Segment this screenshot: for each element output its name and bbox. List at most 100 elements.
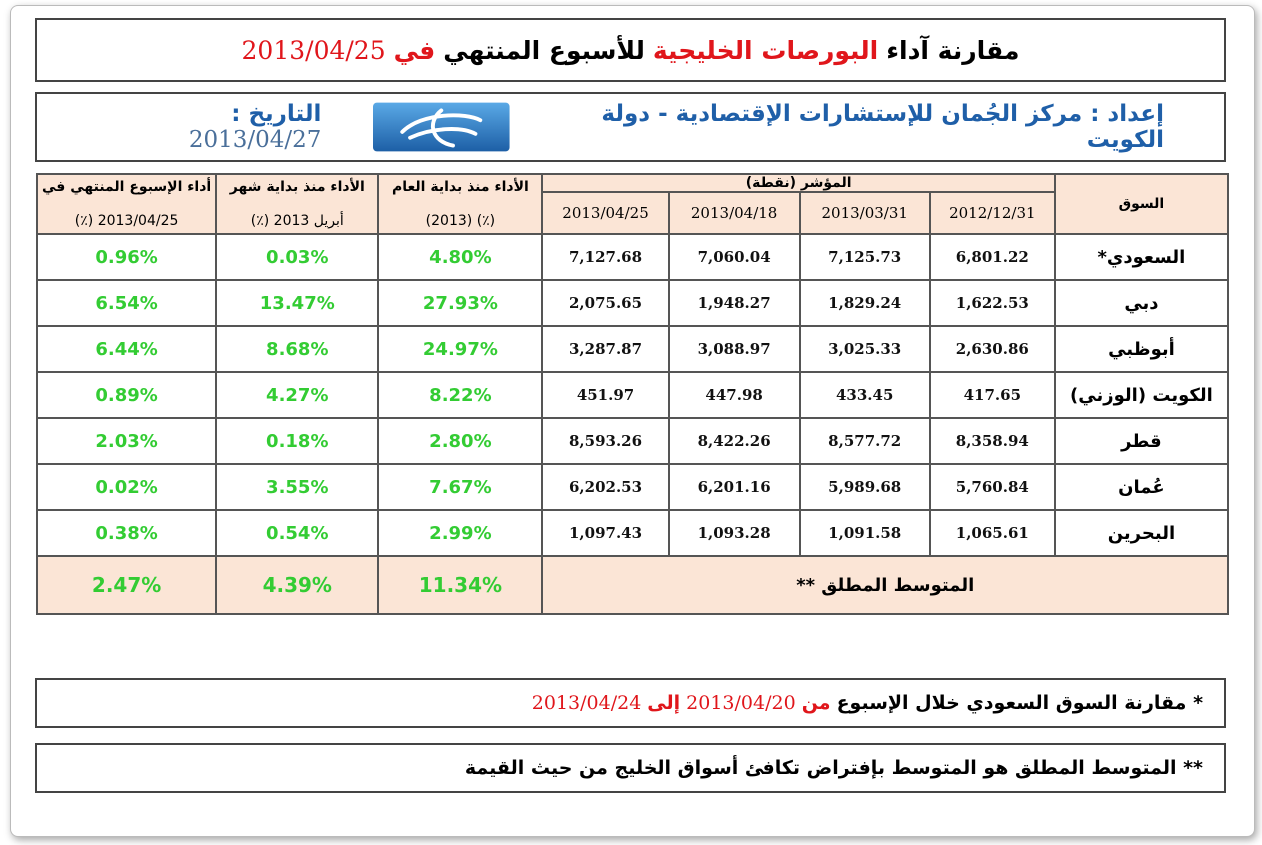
market-name: الكويت (الوزني) <box>1053 371 1230 419</box>
performance-value: 0.54% <box>215 509 380 557</box>
performance-value: 6.44% <box>35 325 218 373</box>
index-value: 2,630.86 <box>928 325 1056 373</box>
date-header: 2013/04/25 <box>541 191 670 235</box>
date-header: 2012/12/31 <box>928 191 1056 235</box>
market-name: دبي <box>1053 279 1230 327</box>
performance-value: 13.47% <box>215 279 380 327</box>
title-part: 2013/04/25 <box>241 35 386 65</box>
header-line: الأداء منذ بداية شهر <box>229 179 365 195</box>
note: ** المتوسط المطلق هو المتوسط بإفتراض تكا… <box>35 743 1226 793</box>
performance-value: 8.68% <box>215 325 380 373</box>
index-value: 8,593.26 <box>541 417 670 465</box>
performance-value: 0.02% <box>35 463 218 511</box>
header-line: أبريل 2013 (٪) <box>250 213 344 229</box>
info-box: إعداد : مركز الجُمان للإستشارات الإقتصاد… <box>35 92 1226 162</box>
performance-value: 0.96% <box>35 233 218 281</box>
data-row: الكويت (الوزني) 417.65 433.45 447.98 451.97 8… <box>35 371 1230 419</box>
index-value: 1,097.43 <box>541 509 670 557</box>
market-name: عُمان <box>1053 463 1230 511</box>
performance-value: 6.54% <box>35 279 218 327</box>
performance-value: 0.89% <box>35 371 218 419</box>
header-cell: السوق <box>1053 173 1230 235</box>
index-value: 6,202.53 <box>541 463 670 511</box>
index-value: 451.97 <box>541 371 670 419</box>
average-row: المتوسط المطلق ** 11.34% 4.39% 2.47% <box>35 555 1229 615</box>
index-value: 8,422.26 <box>667 417 801 465</box>
market-name: السعودي* <box>1053 233 1230 281</box>
header-cell: الأداء منذ بداية شهر أبريل 2013 (٪) <box>215 173 380 235</box>
index-value: 1,829.24 <box>798 279 931 327</box>
average-value: 2.47% <box>35 555 218 615</box>
data-row: السعودي* 6,801.22 7,125.73 7,060.04 7,127.68… <box>35 233 1230 281</box>
index-value: 5,989.68 <box>798 463 931 511</box>
data-row: البحرين 1,065.61 1,091.58 1,093.28 1,097.43 2… <box>35 509 1230 557</box>
index-value: 2,075.65 <box>541 279 670 327</box>
average-value: 4.39% <box>215 555 380 615</box>
performance-value: 2.99% <box>377 509 544 557</box>
note-part: من <box>801 692 831 714</box>
market-table: السوق المؤشر (نقطة) الأداء منذ بداية العام… <box>35 173 1230 615</box>
note-part: 2013/04/24 <box>531 692 642 714</box>
logo <box>373 102 510 152</box>
note-part: إلى <box>647 692 681 714</box>
index-value: 417.65 <box>928 371 1056 419</box>
index-value: 1,948.27 <box>667 279 801 327</box>
performance-value: 27.93% <box>377 279 544 327</box>
data-row: دبي 1,622.53 1,829.24 1,948.27 2,075.65 27.93… <box>35 279 1230 327</box>
performance-value: 0.18% <box>215 417 380 465</box>
header-cell: المؤشر (نقطة) <box>541 173 1056 193</box>
header-line: أداء الإسبوع المنتهي في <box>42 179 212 195</box>
performance-value: 24.97% <box>377 325 544 373</box>
index-value: 7,125.73 <box>798 233 931 281</box>
note-part: * مقارنة السوق السعودي خلال الإسبوع <box>836 692 1203 714</box>
date-header: 2013/04/18 <box>667 191 801 235</box>
note-part: 2013/04/20 <box>686 692 796 714</box>
title-box: مقارنة آداء البورصات الخليجية للأسبوع المن… <box>35 18 1226 82</box>
performance-value: 3.55% <box>215 463 380 511</box>
market-name: قطر <box>1053 417 1230 465</box>
header-row: 2012/12/31 2013/03/31 2013/04/18 2013/04/25 <box>37 191 1228 235</box>
note: * مقارنة السوق السعودي خلال الإسبوع من 201… <box>35 678 1226 728</box>
index-value: 8,358.94 <box>928 417 1056 465</box>
header-cell: الأداء منذ بداية العام (٪) (2013) <box>377 173 544 235</box>
index-value: 433.45 <box>798 371 931 419</box>
title-part: البورصات الخليجية <box>652 35 879 65</box>
performance-value: 8.22% <box>377 371 544 419</box>
index-value: 3,025.33 <box>798 325 931 373</box>
header-cell: أداء الإسبوع المنتهي في 2013/04/25 (٪) <box>35 173 218 235</box>
table-body: السوق المؤشر (نقطة) الأداء منذ بداية العام… <box>35 173 1230 615</box>
index-value: 3,088.97 <box>667 325 801 373</box>
title-part: في <box>393 35 436 65</box>
date-value: 2013/04/27 <box>188 127 322 153</box>
index-value: 8,577.72 <box>798 417 931 465</box>
market-name: أبوظبي <box>1053 325 1230 373</box>
performance-value: 7.67% <box>377 463 544 511</box>
data-row: أبوظبي 2,630.86 3,025.33 3,088.97 3,287.87 24… <box>35 325 1230 373</box>
market-name: البحرين <box>1053 509 1230 557</box>
header-line: 2013/04/25 (٪) <box>74 213 179 229</box>
index-value: 7,127.68 <box>541 233 670 281</box>
data-row: عُمان 5,760.84 5,989.68 6,201.16 6,202.53 7.6… <box>35 463 1230 511</box>
performance-value: 2.03% <box>35 417 218 465</box>
index-value: 447.98 <box>667 371 801 419</box>
index-value: 6,201.16 <box>667 463 801 511</box>
average-label: المتوسط المطلق ** <box>541 555 1229 615</box>
index-value: 7,060.04 <box>667 233 801 281</box>
data-row: قطر 8,358.94 8,577.72 8,422.26 8,593.26 2.80%… <box>35 417 1230 465</box>
date-label: التاريخ : <box>231 101 322 127</box>
index-value: 1,622.53 <box>928 279 1056 327</box>
index-value: 1,065.61 <box>928 509 1056 557</box>
performance-value: 2.80% <box>377 417 544 465</box>
index-value: 3,287.87 <box>541 325 670 373</box>
index-value: 1,091.58 <box>798 509 931 557</box>
title-part: للأسبوع المنتهي <box>443 35 645 65</box>
prepared-by: إعداد : مركز الجُمان للإستشارات الإقتصاد… <box>601 101 1164 153</box>
title-part: مقارنة آداء <box>886 35 1020 65</box>
date-header: 2013/03/31 <box>798 191 931 235</box>
index-value: 1,093.28 <box>667 509 801 557</box>
header-line: الأداء منذ بداية العام <box>391 179 529 195</box>
note-part: ** المتوسط المطلق هو المتوسط بإفتراض تكا… <box>464 757 1203 779</box>
performance-value: 0.38% <box>35 509 218 557</box>
performance-value: 4.80% <box>377 233 544 281</box>
